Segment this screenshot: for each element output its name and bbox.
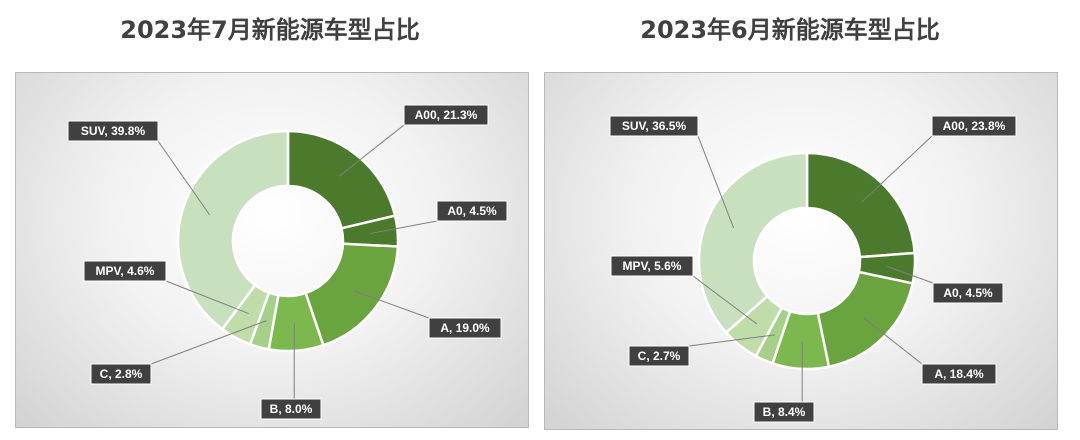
slice-a: [304, 242, 400, 347]
chart-title-july: 2023年7月新能源车型占比: [120, 16, 420, 44]
data-label-box-a: [428, 317, 502, 339]
data-label-box-c: [90, 363, 152, 385]
slice-suv: [697, 151, 809, 335]
data-label-a: A, 18.4%: [934, 367, 984, 381]
leader-line-c: [688, 334, 776, 347]
data-label-b: B, 8.0%: [270, 402, 313, 416]
leader-line-suv: [157, 140, 211, 216]
data-label-box-a00: [403, 104, 489, 126]
data-label-c: C, 2.8%: [100, 367, 143, 381]
data-label-b: B, 8.4%: [763, 405, 806, 419]
data-label-suv: SUV, 36.5%: [622, 119, 687, 133]
leader-line-mpv: [165, 280, 249, 315]
data-label-box-a: [921, 363, 997, 385]
leader-line-a: [863, 317, 923, 365]
data-label-box-mpv: [83, 260, 167, 282]
data-label-a0: A0, 4.5%: [943, 286, 993, 300]
data-label-a: A, 19.0%: [440, 321, 490, 335]
data-label-box-a0: [932, 282, 1004, 304]
leader-line-c: [150, 320, 267, 365]
leader-line-a00: [861, 135, 933, 203]
chart-title-june: 2023年6月新能源车型占比: [640, 16, 940, 44]
data-label-mpv: MPV, 4.6%: [96, 264, 155, 278]
slice-suv: [176, 129, 290, 331]
slice-a00: [805, 151, 917, 259]
data-label-box-suv: [609, 115, 699, 137]
data-label-box-b: [753, 401, 815, 423]
data-label-box-a00: [931, 115, 1017, 137]
leader-line-a: [353, 290, 430, 319]
data-label-box-a0: [436, 200, 508, 222]
data-label-mpv: MPV, 5.6%: [623, 259, 682, 273]
data-label-suv: SUV, 39.8%: [81, 124, 146, 138]
data-label-c: C, 2.7%: [638, 349, 681, 363]
donut-chart-june: A00, 23.8% A0, 4.5% A, 18.4% B, 8.4% C, 2.7%…: [609, 115, 1017, 423]
data-label-box-suv: [67, 120, 159, 142]
leader-line-mpv: [692, 275, 758, 325]
leader-line-a00: [338, 124, 405, 177]
data-label-a0: A0, 4.5%: [447, 204, 497, 218]
data-label-box-mpv: [610, 255, 694, 277]
leader-line-a0: [370, 220, 438, 234]
data-label-a00: A00, 23.8%: [943, 119, 1006, 133]
donut-chart-july: A00, 21.3% A0, 4.5% A, 19.0% B, 8.0% C, 2.8%…: [67, 104, 508, 420]
leader-line-suv: [697, 135, 735, 229]
data-label-box-c: [628, 345, 690, 367]
chart-panel-june: A00, 23.8% A0, 4.5% A, 18.4% B, 8.4% C, 2.7%…: [544, 72, 1058, 430]
data-label-box-b: [260, 398, 322, 420]
chart-panel-july: A00, 21.3% A0, 4.5% A, 19.0% B, 8.0% C, 2.8%…: [15, 72, 529, 428]
data-label-a00: A00, 21.3%: [415, 108, 478, 122]
leader-line-a0: [887, 265, 934, 284]
slice-a00: [286, 129, 397, 230]
